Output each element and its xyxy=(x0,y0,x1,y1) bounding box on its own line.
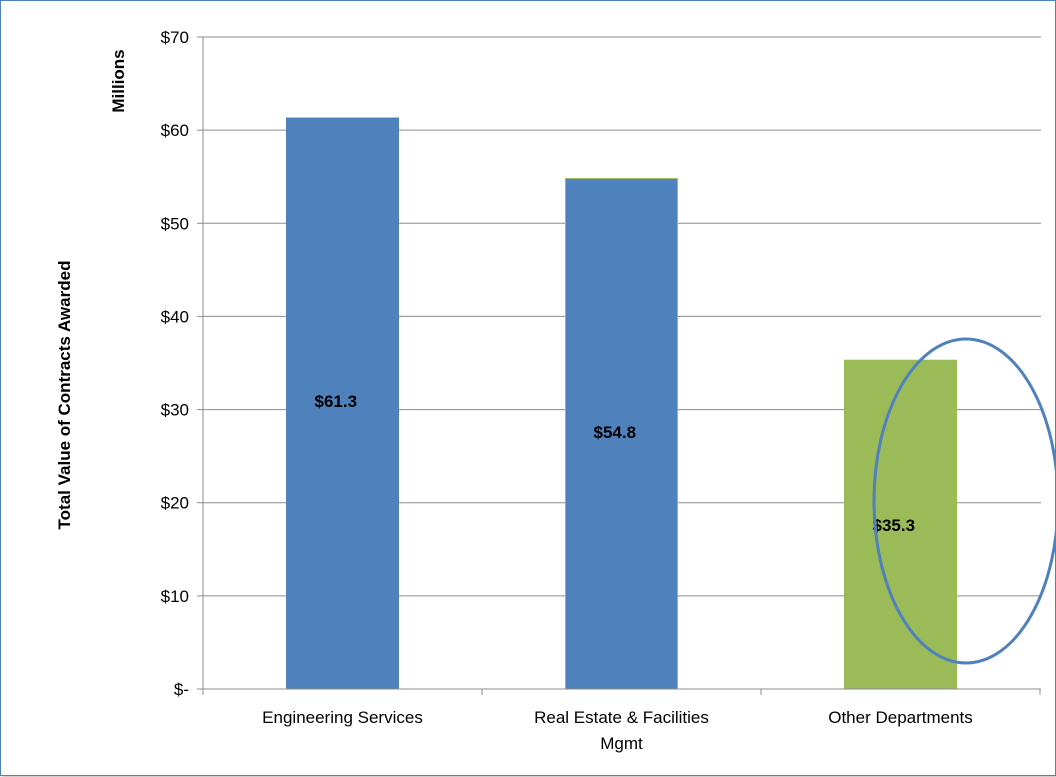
y-tick-label: $- xyxy=(174,680,189,699)
y-tick-label: $60 xyxy=(161,121,189,140)
data-label-1: $61.3 xyxy=(315,392,358,411)
highlight-layer xyxy=(872,337,1056,665)
category-label-line: Other Departments xyxy=(828,708,973,727)
bars: $61.3 $54.8 $35.3 xyxy=(286,117,957,690)
bar-1 xyxy=(286,117,399,690)
y-tick-label: $70 xyxy=(161,28,189,47)
data-label-2: $54.8 xyxy=(594,423,637,442)
y-tick-label: $20 xyxy=(161,494,189,513)
y-tick-label: $40 xyxy=(161,307,189,326)
category-label-line: Mgmt xyxy=(600,734,643,753)
y-axis-title: Total Value of Contracts Awarded xyxy=(55,261,74,530)
data-label-3: $35.3 xyxy=(873,516,916,535)
bar-3 xyxy=(844,359,957,690)
category-label-line: Engineering Services xyxy=(262,708,423,727)
category-label-2: Real Estate & Facilities Mgmt xyxy=(534,708,709,753)
highlight-ellipse xyxy=(872,337,1056,665)
y-tick-label: $30 xyxy=(161,401,189,420)
category-label-line: Real Estate & Facilities xyxy=(534,708,709,727)
category-label-1: Engineering Services xyxy=(262,708,423,727)
y-tick-label: $10 xyxy=(161,587,189,606)
category-label-3: Other Departments xyxy=(828,708,973,727)
y-axis: $- $10 $20 $30 $40 $50 $60 $70 xyxy=(161,28,204,699)
y-axis-unit-label: Millions xyxy=(109,49,128,112)
x-axis: Engineering Services Real Estate & Facili… xyxy=(202,688,1041,753)
y-tick-label: $50 xyxy=(161,214,189,233)
